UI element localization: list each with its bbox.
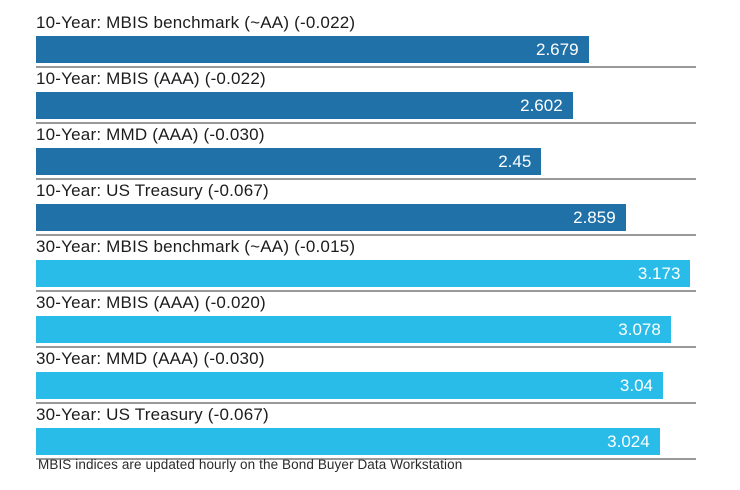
bar-label: 30-Year: MBIS (AAA) (-0.020) (36, 293, 266, 312)
bar-value-label: 3.173 (637, 263, 681, 283)
bar-label: 30-Year: MBIS benchmark (~AA) (-0.015) (36, 237, 356, 256)
bar-30yr-mmd-aaa: 3.04 (36, 372, 663, 399)
bar-value-label: 3.078 (618, 319, 661, 339)
chart-row: 10-Year: MBIS benchmark (~AA) (-0.022) 2… (36, 12, 696, 68)
bar-label: 10-Year: MBIS benchmark (~AA) (-0.022) (36, 13, 356, 32)
bar-track: 3.078 (36, 316, 696, 343)
bar-10yr-mbis-aaa: 2.602 (36, 92, 573, 119)
chart-row: 10-Year: MBIS (AAA) (-0.022) 2.602 (36, 68, 696, 124)
bar-label: 30-Year: MMD (AAA) (-0.030) (36, 349, 265, 368)
bar-track: 3.04 (36, 372, 696, 399)
bar-label: 10-Year: MMD (AAA) (-0.030) (36, 125, 265, 144)
bar-30yr-mbis-benchmark: 3.173 (36, 260, 691, 287)
bar-label: 30-Year: US Treasury (-0.067) (36, 405, 269, 424)
bar-value-label: 2.602 (520, 95, 563, 115)
chart-row: 30-Year: US Treasury (-0.067) 3.024 (36, 404, 696, 460)
bar-30yr-us-treasury: 3.024 (36, 428, 660, 455)
bar-30yr-mbis-aaa: 3.078 (36, 316, 671, 343)
bar-track: 2.859 (36, 204, 696, 231)
chart-row: 30-Year: MBIS (AAA) (-0.020) 3.078 (36, 292, 696, 348)
bar-10yr-us-treasury: 2.859 (36, 204, 626, 231)
bar-track: 2.602 (36, 92, 696, 119)
bar-value-label: 3.04 (619, 375, 653, 395)
chart-row: 10-Year: MMD (AAA) (-0.030) 2.45 (36, 124, 696, 180)
chart-row: 10-Year: US Treasury (-0.067) 2.859 (36, 180, 696, 236)
bar-track: 3.173 (36, 260, 696, 287)
bar-value-label: 2.679 (535, 39, 579, 59)
bar-value-label: 2.859 (573, 207, 616, 227)
bar-value-label: 3.024 (607, 431, 650, 451)
chart-row: 30-Year: MMD (AAA) (-0.030) 3.04 (36, 348, 696, 404)
bar-track: 3.024 (36, 428, 696, 455)
bar-label: 10-Year: MBIS (AAA) (-0.022) (36, 69, 266, 88)
yield-bar-chart: 10-Year: MBIS benchmark (~AA) (-0.022) 2… (36, 12, 696, 460)
bar-track: 2.45 (36, 148, 696, 175)
bar-10yr-mmd-aaa: 2.45 (36, 148, 542, 175)
bar-track: 2.679 (36, 36, 696, 63)
bar-label: 10-Year: US Treasury (-0.067) (36, 181, 269, 200)
bar-10yr-mbis-benchmark: 2.679 (36, 36, 589, 63)
chart-row: 30-Year: MBIS benchmark (~AA) (-0.015) 3… (36, 236, 696, 292)
chart-footnote: MBIS indices are updated hourly on the B… (38, 457, 463, 472)
bar-value-label: 2.45 (498, 151, 532, 171)
